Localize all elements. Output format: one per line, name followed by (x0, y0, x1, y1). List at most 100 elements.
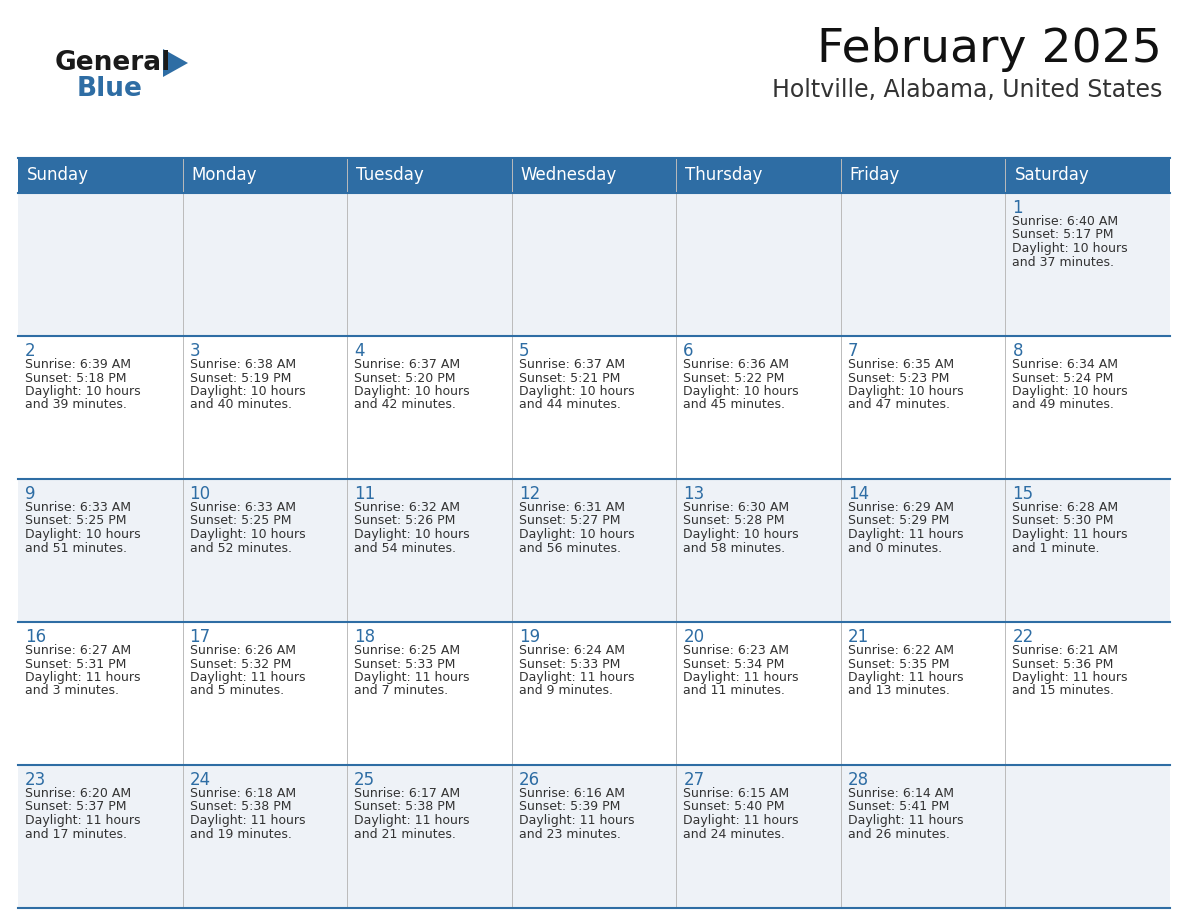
Text: Sunset: 5:17 PM: Sunset: 5:17 PM (1012, 229, 1114, 241)
Text: Daylight: 11 hours: Daylight: 11 hours (848, 814, 963, 827)
Text: Sunrise: 6:17 AM: Sunrise: 6:17 AM (354, 787, 460, 800)
Text: and 19 minutes.: and 19 minutes. (190, 827, 291, 841)
Text: Holtville, Alabama, United States: Holtville, Alabama, United States (772, 78, 1162, 102)
Text: 19: 19 (519, 628, 539, 646)
Text: Sunrise: 6:16 AM: Sunrise: 6:16 AM (519, 787, 625, 800)
Text: Sunday: Sunday (27, 166, 89, 185)
Text: Sunset: 5:38 PM: Sunset: 5:38 PM (354, 800, 456, 813)
Text: Sunset: 5:25 PM: Sunset: 5:25 PM (25, 514, 126, 528)
Text: Sunset: 5:18 PM: Sunset: 5:18 PM (25, 372, 126, 385)
Text: 13: 13 (683, 485, 704, 503)
Text: and 52 minutes.: and 52 minutes. (190, 542, 291, 554)
Text: Sunrise: 6:18 AM: Sunrise: 6:18 AM (190, 787, 296, 800)
Bar (18, 765, 1170, 908)
Text: Daylight: 11 hours: Daylight: 11 hours (1012, 528, 1127, 541)
Text: Daylight: 11 hours: Daylight: 11 hours (519, 671, 634, 684)
Text: Sunset: 5:40 PM: Sunset: 5:40 PM (683, 800, 785, 813)
Text: and 42 minutes.: and 42 minutes. (354, 398, 456, 411)
Text: Sunrise: 6:30 AM: Sunrise: 6:30 AM (683, 501, 789, 514)
Text: Sunrise: 6:21 AM: Sunrise: 6:21 AM (1012, 644, 1118, 657)
Text: and 9 minutes.: and 9 minutes. (519, 685, 613, 698)
Text: Sunrise: 6:23 AM: Sunrise: 6:23 AM (683, 644, 789, 657)
Text: Sunrise: 6:37 AM: Sunrise: 6:37 AM (354, 358, 460, 371)
Text: 9: 9 (25, 485, 36, 503)
Text: Sunset: 5:33 PM: Sunset: 5:33 PM (519, 657, 620, 670)
Text: and 11 minutes.: and 11 minutes. (683, 685, 785, 698)
Text: Friday: Friday (849, 166, 901, 185)
Text: Daylight: 10 hours: Daylight: 10 hours (683, 528, 798, 541)
Text: Daylight: 10 hours: Daylight: 10 hours (354, 528, 469, 541)
Text: Daylight: 10 hours: Daylight: 10 hours (25, 385, 140, 398)
Text: Sunrise: 6:15 AM: Sunrise: 6:15 AM (683, 787, 789, 800)
Text: Daylight: 11 hours: Daylight: 11 hours (190, 671, 305, 684)
Text: Daylight: 11 hours: Daylight: 11 hours (354, 671, 469, 684)
Text: Daylight: 11 hours: Daylight: 11 hours (683, 671, 798, 684)
Text: 4: 4 (354, 342, 365, 360)
Bar (676, 158, 841, 193)
Text: 14: 14 (848, 485, 868, 503)
Text: Sunset: 5:37 PM: Sunset: 5:37 PM (25, 800, 126, 813)
Text: Sunset: 5:35 PM: Sunset: 5:35 PM (848, 657, 949, 670)
Text: Sunrise: 6:27 AM: Sunrise: 6:27 AM (25, 644, 131, 657)
Text: February 2025: February 2025 (817, 28, 1162, 73)
Text: General: General (55, 50, 171, 76)
Text: Sunrise: 6:40 AM: Sunrise: 6:40 AM (1012, 215, 1119, 228)
Text: Daylight: 10 hours: Daylight: 10 hours (190, 385, 305, 398)
Text: Sunrise: 6:33 AM: Sunrise: 6:33 AM (25, 501, 131, 514)
Text: and 21 minutes.: and 21 minutes. (354, 827, 456, 841)
Text: Daylight: 10 hours: Daylight: 10 hours (519, 528, 634, 541)
Text: Monday: Monday (191, 166, 257, 185)
Text: Daylight: 11 hours: Daylight: 11 hours (1012, 671, 1127, 684)
Text: Sunrise: 6:31 AM: Sunrise: 6:31 AM (519, 501, 625, 514)
Text: Sunset: 5:36 PM: Sunset: 5:36 PM (1012, 657, 1114, 670)
Bar (18, 336, 1170, 479)
Text: 16: 16 (25, 628, 46, 646)
Text: Saturday: Saturday (1015, 166, 1089, 185)
Text: and 47 minutes.: and 47 minutes. (848, 398, 950, 411)
Text: 2: 2 (25, 342, 36, 360)
Text: 3: 3 (190, 342, 201, 360)
Text: and 39 minutes.: and 39 minutes. (25, 398, 127, 411)
Text: Sunset: 5:28 PM: Sunset: 5:28 PM (683, 514, 785, 528)
Text: Sunrise: 6:22 AM: Sunrise: 6:22 AM (848, 644, 954, 657)
Text: Wednesday: Wednesday (520, 166, 617, 185)
Text: Daylight: 10 hours: Daylight: 10 hours (519, 385, 634, 398)
Text: Sunset: 5:23 PM: Sunset: 5:23 PM (848, 372, 949, 385)
Text: Thursday: Thursday (685, 166, 763, 185)
Text: 28: 28 (848, 771, 868, 789)
Text: and 58 minutes.: and 58 minutes. (683, 542, 785, 554)
Text: Daylight: 10 hours: Daylight: 10 hours (683, 385, 798, 398)
Text: Sunset: 5:19 PM: Sunset: 5:19 PM (190, 372, 291, 385)
Text: Sunrise: 6:20 AM: Sunrise: 6:20 AM (25, 787, 131, 800)
Text: Sunrise: 6:39 AM: Sunrise: 6:39 AM (25, 358, 131, 371)
Bar (841, 158, 1005, 193)
Text: Sunrise: 6:32 AM: Sunrise: 6:32 AM (354, 501, 460, 514)
Bar (183, 158, 347, 193)
Text: Daylight: 11 hours: Daylight: 11 hours (848, 671, 963, 684)
Text: Daylight: 10 hours: Daylight: 10 hours (1012, 242, 1129, 255)
Text: Daylight: 11 hours: Daylight: 11 hours (25, 671, 140, 684)
Text: Tuesday: Tuesday (356, 166, 424, 185)
Text: Sunset: 5:27 PM: Sunset: 5:27 PM (519, 514, 620, 528)
Text: 18: 18 (354, 628, 375, 646)
Text: and 37 minutes.: and 37 minutes. (1012, 255, 1114, 268)
Text: and 45 minutes.: and 45 minutes. (683, 398, 785, 411)
Text: Sunset: 5:25 PM: Sunset: 5:25 PM (190, 514, 291, 528)
Text: 26: 26 (519, 771, 539, 789)
Text: and 49 minutes.: and 49 minutes. (1012, 398, 1114, 411)
Text: Sunset: 5:21 PM: Sunset: 5:21 PM (519, 372, 620, 385)
Text: Sunrise: 6:26 AM: Sunrise: 6:26 AM (190, 644, 296, 657)
Text: Sunrise: 6:37 AM: Sunrise: 6:37 AM (519, 358, 625, 371)
Text: Blue: Blue (77, 76, 143, 102)
Text: 22: 22 (1012, 628, 1034, 646)
Text: and 51 minutes.: and 51 minutes. (25, 542, 127, 554)
Text: Sunset: 5:22 PM: Sunset: 5:22 PM (683, 372, 784, 385)
Text: Daylight: 11 hours: Daylight: 11 hours (25, 814, 140, 827)
Text: and 7 minutes.: and 7 minutes. (354, 685, 448, 698)
Text: 15: 15 (1012, 485, 1034, 503)
Text: 1: 1 (1012, 199, 1023, 217)
Text: 23: 23 (25, 771, 46, 789)
Bar (18, 158, 183, 193)
Text: and 0 minutes.: and 0 minutes. (848, 542, 942, 554)
Bar (512, 158, 676, 193)
